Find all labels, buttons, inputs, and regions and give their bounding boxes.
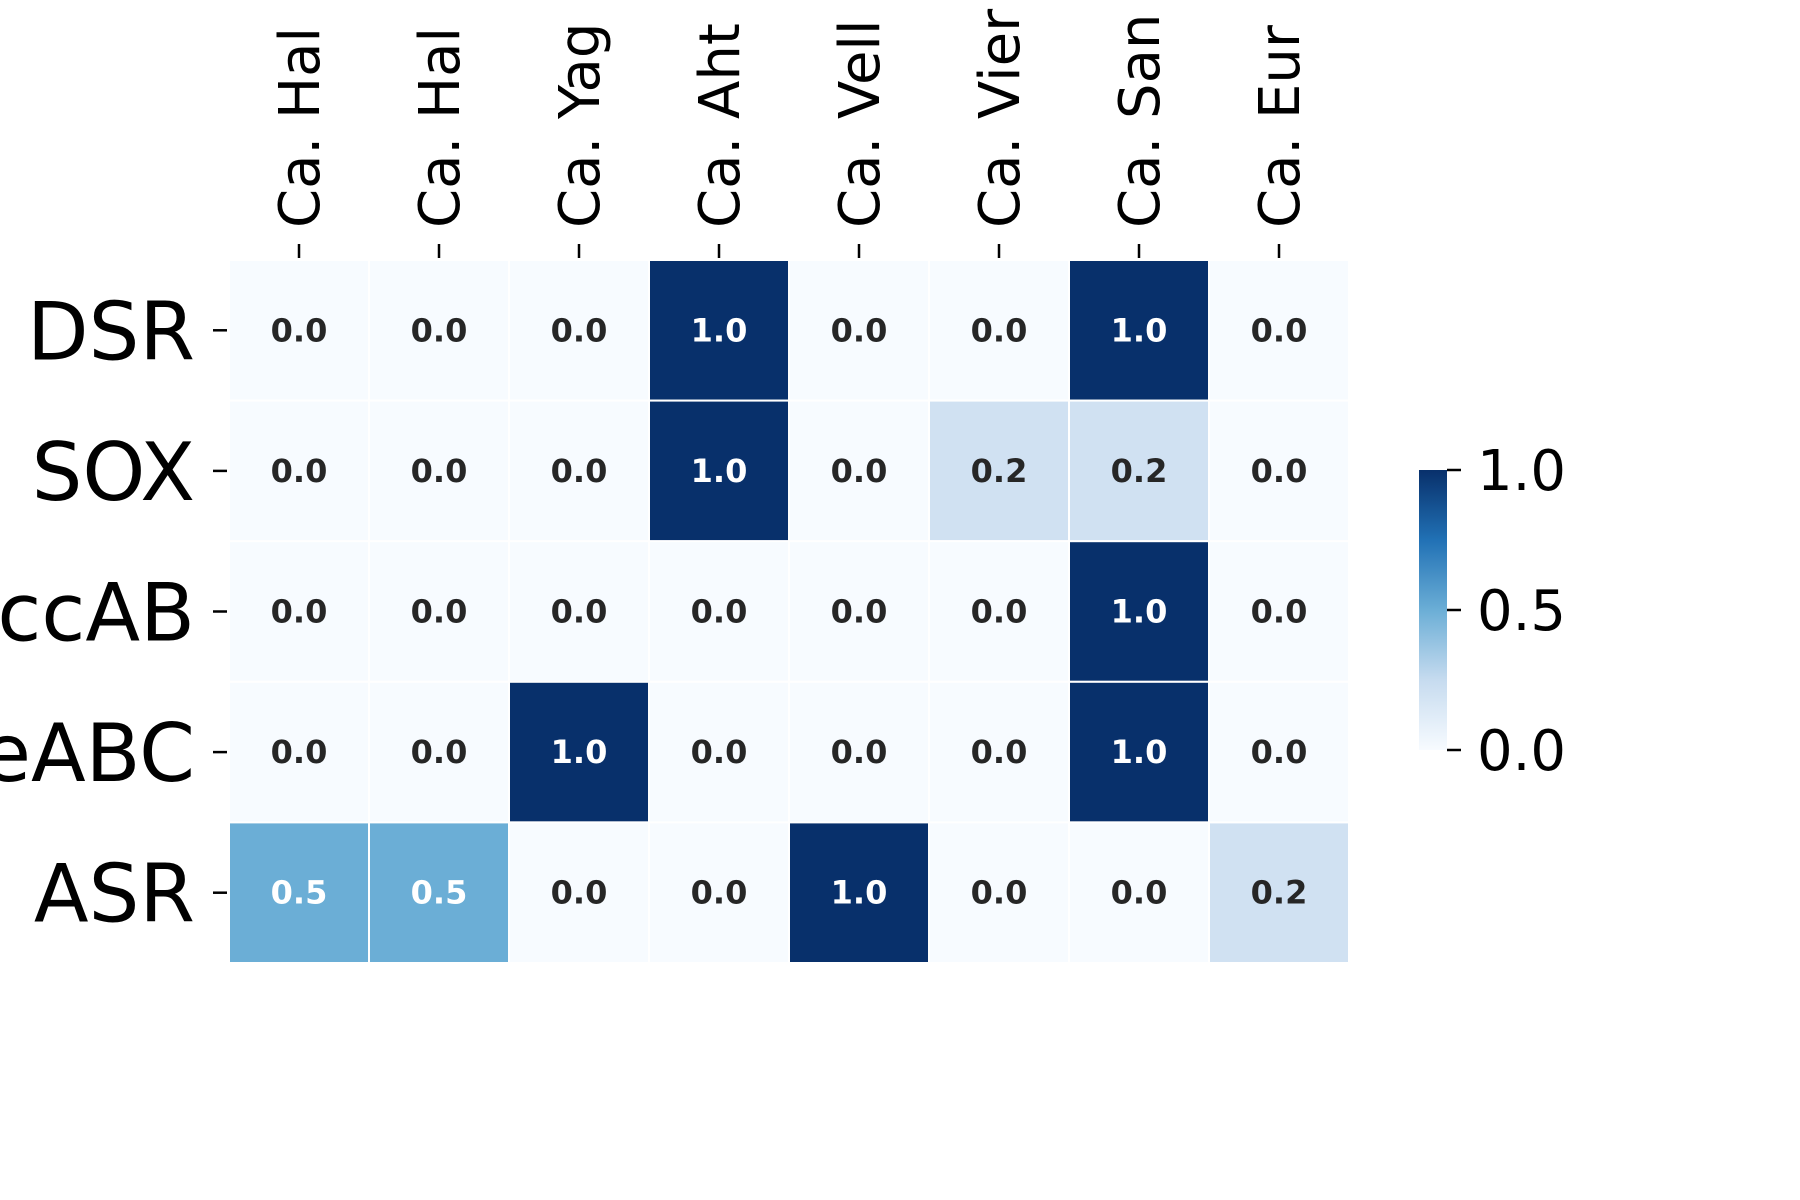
x-tick-label: Ca. San xyxy=(1108,14,1173,228)
heatmap-cell-label: 0.0 xyxy=(1251,593,1308,631)
colorbar-tick-label: 1.0 xyxy=(1477,439,1566,504)
y-tick-label: ccAB xyxy=(0,567,195,660)
heatmap-cell xyxy=(928,399,1070,543)
heatmap-cell-label: 1.0 xyxy=(551,733,608,771)
heatmap-cell-label: 0.0 xyxy=(411,311,468,349)
heatmap-cell-label: 1.0 xyxy=(831,874,888,912)
heatmap-cell-label: 0.0 xyxy=(271,593,328,631)
y-tick-label: DSR xyxy=(27,285,195,378)
colorbar-tick-label: 0.0 xyxy=(1477,719,1566,784)
heatmap-cell xyxy=(228,259,370,402)
heatmap-cell xyxy=(1068,821,1210,965)
heatmap-cell xyxy=(1068,540,1210,683)
x-tick-label: Ca. Eur xyxy=(1248,24,1313,228)
heatmap-cell-label: 1.0 xyxy=(1111,311,1168,349)
heatmap-cell xyxy=(648,259,790,402)
heatmap-cell xyxy=(788,680,930,824)
heatmap-cell-label: 0.0 xyxy=(971,311,1028,349)
heatmap-cell xyxy=(508,259,650,402)
heatmap-cell-label: 0.0 xyxy=(831,452,888,490)
heatmap-cell-label: 0.0 xyxy=(831,593,888,631)
heatmap-cell xyxy=(368,259,510,402)
heatmap-cell-label: 0.0 xyxy=(411,593,468,631)
colorbar-tick-label: 0.5 xyxy=(1477,579,1566,644)
x-tick-label: Ca. Hal xyxy=(408,27,473,228)
y-tick-label: ASR xyxy=(34,848,195,941)
y-tick-label: eABC xyxy=(0,707,195,800)
heatmap-cell xyxy=(1208,821,1350,965)
heatmap-cell xyxy=(928,540,1070,683)
heatmap-cell-label: 0.0 xyxy=(271,311,328,349)
heatmap-cell xyxy=(1208,399,1350,543)
heatmap-cell xyxy=(368,821,510,965)
heatmap-cell xyxy=(648,399,790,543)
heatmap-cell-label: 0.0 xyxy=(1251,733,1308,771)
heatmap-cell-label: 0.0 xyxy=(551,452,608,490)
x-tick-label: Ca. Vell xyxy=(828,19,893,228)
heatmap-cell-label: 0.2 xyxy=(1251,874,1308,912)
heatmap-cell-label: 0.0 xyxy=(551,593,608,631)
heatmap-cell-label: 0.2 xyxy=(1111,452,1168,490)
heatmap-cell-label: 0.0 xyxy=(271,452,328,490)
heatmap-cell-label: 0.0 xyxy=(831,733,888,771)
heatmap-cell-label: 1.0 xyxy=(1111,593,1168,631)
heatmap-cell-label: 0.0 xyxy=(691,593,748,631)
heatmap-cell-label: 0.0 xyxy=(971,593,1028,631)
heatmap-cell xyxy=(928,259,1070,402)
heatmap-cell-label: 0.0 xyxy=(551,874,608,912)
heatmap-cell-label: 0.0 xyxy=(691,874,748,912)
heatmap-cell xyxy=(788,540,930,683)
heatmap-cell-label: 0.0 xyxy=(1251,452,1308,490)
heatmap-cell-label: 0.5 xyxy=(271,874,328,912)
heatmap-cell xyxy=(648,821,790,965)
heatmap-cell-label: 0.0 xyxy=(411,733,468,771)
heatmap-cell xyxy=(788,821,930,965)
heatmap-cell xyxy=(368,399,510,543)
heatmap-cell-label: 1.0 xyxy=(691,311,748,349)
heatmap-cell xyxy=(508,821,650,965)
heatmap-cell-label: 0.2 xyxy=(971,452,1028,490)
x-tick-label: Ca. Hal xyxy=(268,27,333,228)
heatmap-cell xyxy=(1068,680,1210,824)
y-tick-label: SOX xyxy=(32,426,195,519)
colorbar-gradient xyxy=(1419,470,1447,750)
x-axis: Ca. Hal Ca. Hal Ca. Yag Ca. Aht Ca. Vell Ca. … xyxy=(268,8,1313,258)
colorbar: 1.0 0.5 0.0 xyxy=(1419,439,1566,784)
heatmap-cell-label: 0.0 xyxy=(1251,311,1308,349)
heatmap-cell-label: 0.0 xyxy=(551,311,608,349)
heatmap-cell xyxy=(928,821,1070,965)
heatmap-cell xyxy=(228,680,370,824)
heatmap-cells xyxy=(228,259,1350,965)
heatmap-cell-label: 0.0 xyxy=(691,733,748,771)
x-tick-label: Ca. Yag xyxy=(548,23,613,228)
heatmap-cell-label: 0.0 xyxy=(971,874,1028,912)
heatmap-cell xyxy=(508,540,650,683)
heatmap-cell-labels: 0.0 0.0 0.0 1.0 0.0 0.0 1.0 0.0 0.0 0.0 0.0 1.0 0.0 0… xyxy=(271,311,1308,911)
heatmap-cell-label: 0.5 xyxy=(411,874,468,912)
heatmap-cell-label: 1.0 xyxy=(691,452,748,490)
heatmap-cell-label: 1.0 xyxy=(1111,733,1168,771)
heatmap-cell-label: 0.0 xyxy=(271,733,328,771)
heatmap-cell xyxy=(508,680,650,824)
heatmap-cell-label: 0.0 xyxy=(831,311,888,349)
heatmap-cell xyxy=(648,680,790,824)
heatmap-cell-label: 0.0 xyxy=(411,452,468,490)
x-tick-label: Ca. Aht xyxy=(688,23,753,228)
x-tick-label: Ca. Vier xyxy=(968,8,1033,228)
heatmap-cell-label: 0.0 xyxy=(1111,874,1168,912)
heatmap-cell xyxy=(1208,259,1350,402)
heatmap-cell-label: 0.0 xyxy=(971,733,1028,771)
heatmap-cell xyxy=(1208,540,1350,683)
heatmap-cell xyxy=(648,540,790,683)
heatmap-cell xyxy=(368,540,510,683)
heatmap-cell xyxy=(228,540,370,683)
y-axis: DSR SOX ccAB eABC ASR xyxy=(0,285,227,941)
